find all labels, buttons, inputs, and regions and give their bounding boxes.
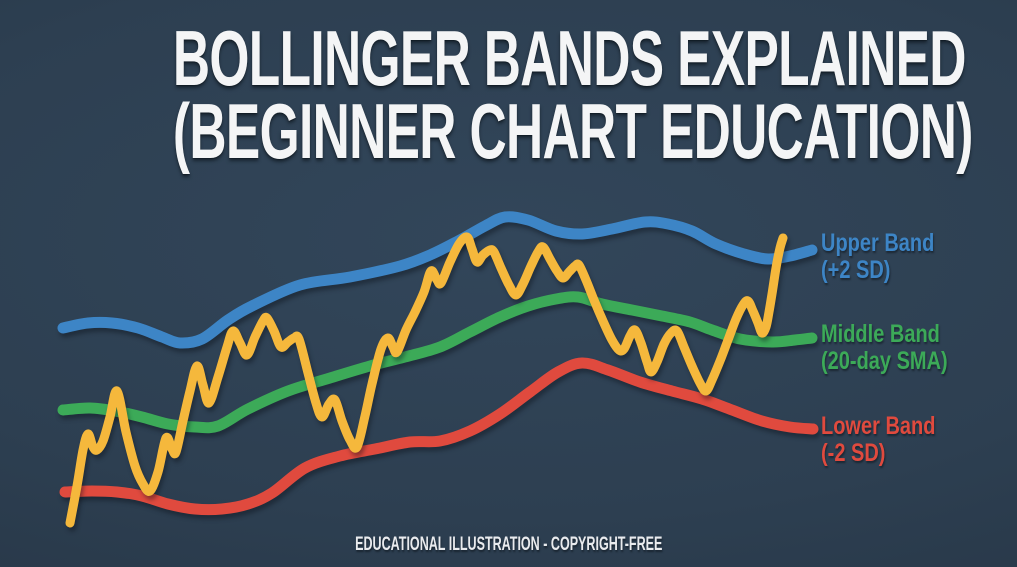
legend-upper-band-detail: (+2 SD) [821,256,891,284]
page-title: BOLLINGER BANDS EXPLAINED (BEGINNER CHAR… [0,14,1017,175]
upper-band-line [57,211,818,349]
middle-band-line [57,291,818,434]
legend-middle-band-name: Middle Band [821,320,940,348]
legend-lower-band-detail: (-2 SD) [821,439,886,467]
legend-middle-band: Middle Band (20-day SMA) [821,321,948,375]
legend-upper-band-name: Upper Band [821,229,935,257]
footer-caption-text: EDUCATIONAL ILLUSTRATION - COPYRIGHT-FRE… [354,534,663,555]
title-line-1: BOLLINGER BANDS EXPLAINED [172,14,967,102]
legend-middle-band-detail: (20-day SMA) [821,347,948,375]
legend-lower-band: Lower Band (-2 SD) [821,413,935,467]
footer-caption: EDUCATIONAL ILLUSTRATION - COPYRIGHT-FRE… [0,534,1017,556]
legend-lower-band-name: Lower Band [821,412,936,440]
price-line-line [65,232,788,528]
title-line-2: (BEGINNER CHART EDUCATION) [172,87,973,175]
lower-band-line [59,357,819,516]
legend-upper-band: Upper Band (+2 SD) [821,230,934,284]
